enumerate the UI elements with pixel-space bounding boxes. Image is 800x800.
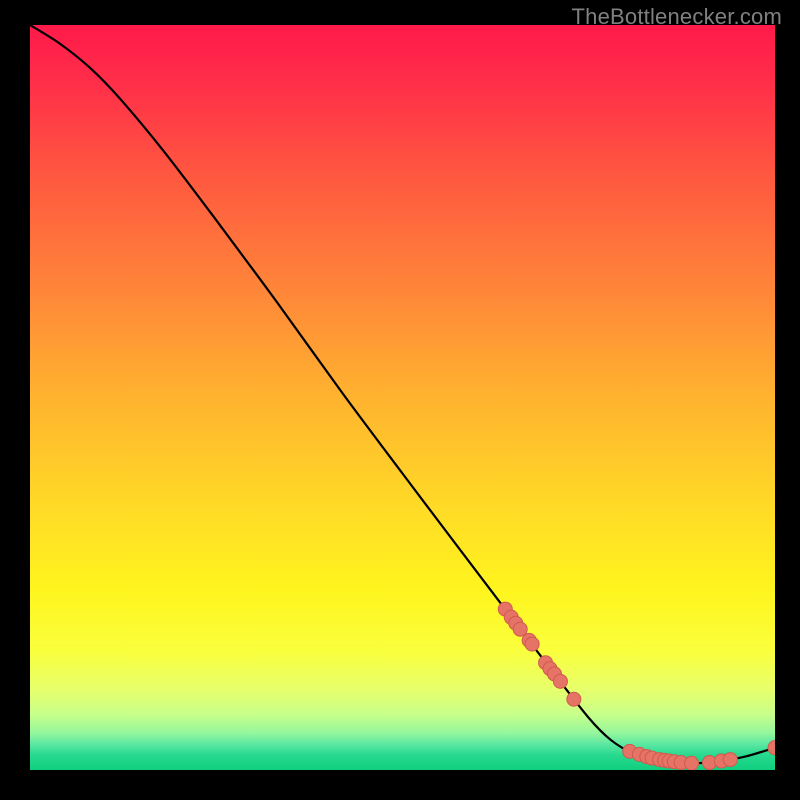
chart-svg	[30, 25, 775, 770]
chart-plot-area	[30, 25, 775, 770]
chart-background	[30, 25, 775, 770]
chart-marker	[685, 756, 699, 770]
chart-marker	[525, 637, 539, 651]
chart-marker	[723, 753, 737, 767]
watermark-text: TheBottlenecker.com	[572, 4, 782, 30]
chart-marker	[567, 692, 581, 706]
chart-marker	[553, 674, 567, 688]
